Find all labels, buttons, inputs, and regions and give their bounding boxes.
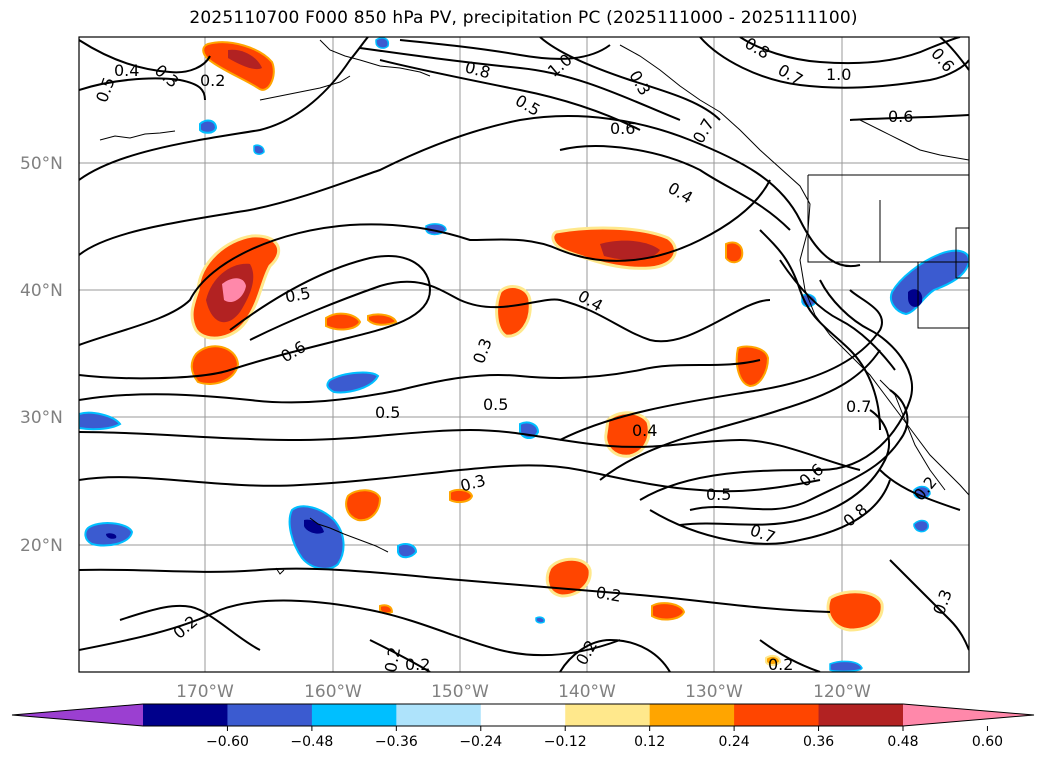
colorbar-swatch [565,704,651,726]
colorbar-tick-label: −0.24 [459,734,502,750]
lon-tick-labels: 170°W 160°W 150°W 140°W 130°W 120°W [176,682,871,702]
contour-label: 1.0 [826,65,851,84]
colorbar-swatch [734,704,820,726]
contour-label: 0.5 [284,283,312,306]
colorbar-swatch [649,704,735,726]
colorbar-outline [11,703,1035,727]
colorbar-tick-label: 0.24 [719,734,750,750]
lon-tick-label: 150°W [431,682,489,702]
contour-label: 0.2 [200,71,225,90]
contour-label: 0.4 [632,421,657,440]
contour-label: 0.5 [483,395,508,414]
colorbar-swatch [143,704,228,726]
lon-tick-label: 170°W [176,682,234,702]
colorbar-extend-high [903,704,1034,726]
lon-tick-label: 130°W [685,682,743,702]
colorbar: −0.60 −0.48 −0.36 −0.24 −0.12 0.12 0.24 0.36 0.4… [11,703,1035,750]
contour-label: 0.2 [768,655,793,674]
colorbar-tick-label: 0.48 [887,734,918,750]
map-title: 2025110700 F000 850 hPa PV, precipitatio… [189,8,858,28]
precip-positive-patches [190,41,884,666]
contour-label: 0.7 [846,397,871,416]
contour-label: 0.5 [375,403,400,422]
colorbar-tick-label: −0.60 [206,734,249,750]
colorbar-swatch [396,704,482,726]
colorbar-tick-label: 0.60 [972,734,1003,750]
contour-label: 0.2 [594,583,622,606]
colorbar-extend-low [12,704,143,726]
contour-label: 0.2 [405,655,430,674]
pv-contours [79,37,969,672]
lat-tick-label: 40°N [20,281,63,301]
map-frame [78,36,970,673]
lon-tick-label: 160°W [304,682,362,702]
lat-tick-label: 30°N [20,408,63,428]
colorbar-tick-label: −0.48 [290,734,333,750]
lat-tick-label: 20°N [20,536,63,556]
colorbar-swatch [311,704,397,726]
colorbar-tick-label: 0.36 [803,734,834,750]
contour-label: 0.5 [706,485,731,504]
coastlines [99,39,969,575]
colorbar-tick-label: −0.36 [375,734,418,750]
colorbar-swatch [818,704,904,726]
lon-tick-label: 120°W [813,682,871,702]
lat-tick-labels: 50°N 40°N 30°N 20°N [20,154,63,556]
contour-label: 0.4 [114,61,139,80]
contour-label: 0.6 [888,107,913,126]
colorbar-tick-label: 0.12 [634,734,665,750]
colorbar-tick-label: −0.12 [544,734,587,750]
contour-label: 0.6 [610,119,635,138]
colorbar-swatch [480,704,566,726]
contour-label: 0.2 [381,646,404,674]
colorbar-swatch [227,704,313,726]
lat-tick-label: 50°N [20,154,63,174]
lon-tick-label: 140°W [558,682,616,702]
